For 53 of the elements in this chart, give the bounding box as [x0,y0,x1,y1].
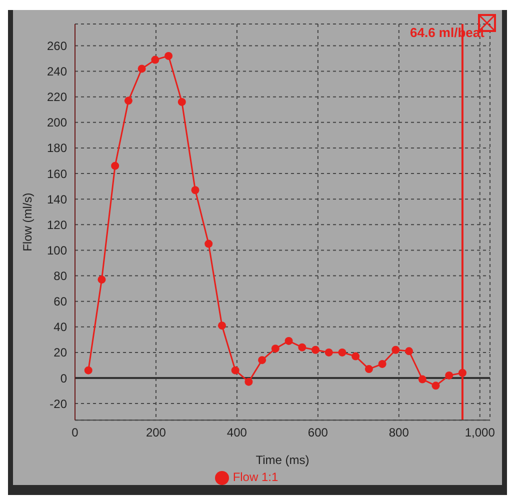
point [298,343,306,352]
x-tick-label: 800 [388,426,410,440]
x-tick-label: 0 [72,426,79,440]
point [364,365,373,374]
point [218,322,226,330]
point [392,346,400,354]
point [352,352,360,360]
point [151,56,160,64]
y-tick-label: 120 [46,218,68,232]
x-tick-label: 200 [146,426,166,440]
point [445,371,454,380]
x-tick-label: 1,000 [464,426,496,440]
y-tick-label: 240 [46,64,68,79]
point [231,366,240,374]
point [178,98,186,106]
y-tick-label: 60 [54,294,68,309]
y-tick-label: 0 [60,371,68,386]
y-tick-label: 100 [46,243,68,258]
point [204,240,213,248]
point [258,356,266,364]
x-tick-label: 400 [226,426,248,440]
y-tick-label: 180 [46,141,68,156]
point [418,375,426,384]
y-tick-label: 200 [46,116,68,130]
point [111,162,120,170]
point [271,344,280,353]
y-tick-label: 20 [54,346,68,360]
y-tick-label: 80 [54,269,68,284]
point [244,378,253,386]
point [164,52,173,60]
y-tick-label: 260 [46,38,68,53]
x-tick-label: 600 [308,426,328,440]
y-axis-title: Flow (ml/s) [20,192,34,252]
point [378,360,386,368]
point [191,186,200,194]
x-axis-title: Time (ms) [256,453,310,468]
point [84,366,92,374]
y-tick-label: 40 [54,320,68,334]
legend-label: Flow 1:1 [232,470,278,484]
point [124,96,132,105]
y-tick-label: 160 [46,166,68,181]
point [432,382,440,390]
point [458,368,466,377]
point [138,64,146,73]
point [405,347,414,356]
point [98,276,106,284]
point [284,336,293,345]
point [312,346,320,354]
y-tick-label: 140 [46,192,68,206]
point [338,348,346,356]
y-tick-label: -20 [50,396,68,411]
point [324,348,333,356]
y-tick-label: 220 [46,90,68,104]
